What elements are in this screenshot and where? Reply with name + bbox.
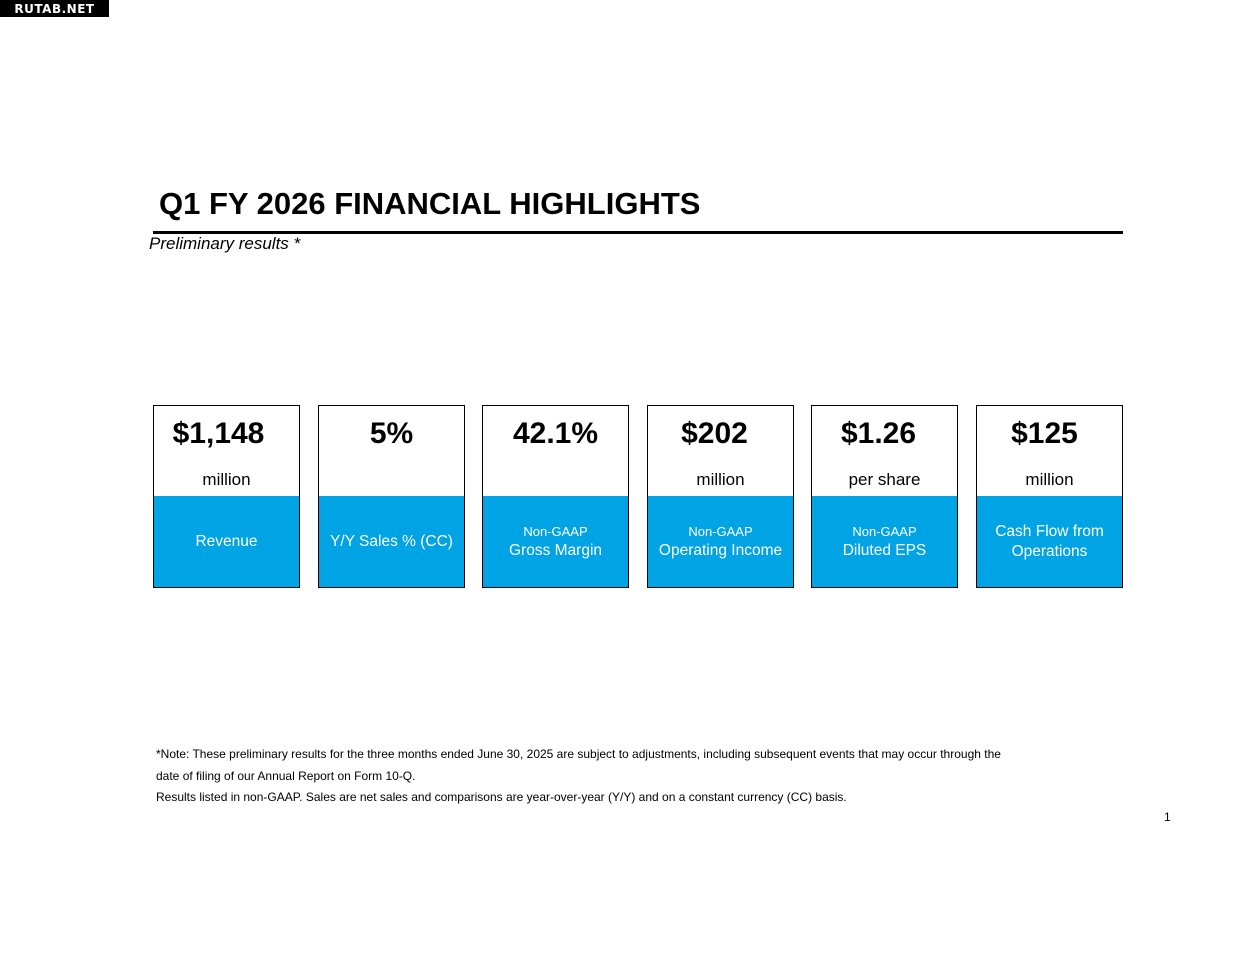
card-label: Diluted EPS	[842, 541, 927, 559]
card-label: Y/Y Sales % (CC)	[330, 532, 453, 550]
page-number: 1	[1164, 810, 1171, 824]
highlight-card-diluted-eps: $1.26 per share Non-GAAP Diluted EPS	[811, 405, 958, 588]
card-unit: million	[202, 470, 251, 489]
card-small-label: Non-GAAP	[688, 523, 753, 539]
card-value: 5%	[369, 417, 414, 450]
footnote-line: date of filing of our Annual Report on F…	[156, 768, 416, 783]
highlight-card-revenue: $1,148 million Revenue	[153, 405, 300, 588]
page-subtitle: Preliminary results *	[149, 234, 301, 253]
card-label-line-1: Cash Flow from	[995, 522, 1104, 540]
footnote-line: Results listed in non-GAAP. Sales are ne…	[156, 790, 847, 804]
highlight-card-yy-sales: 5% Y/Y Sales % (CC)	[318, 405, 465, 588]
card-label-area: Cash Flow from Operations	[977, 496, 1122, 587]
card-label: Revenue	[195, 532, 258, 550]
footnote: *Note: These preliminary results for the…	[156, 744, 1056, 809]
card-value-area: $125 million	[977, 406, 1122, 496]
card-value-area: $202 million	[648, 406, 793, 496]
card-unit: million	[1025, 470, 1074, 489]
page-title: Q1 FY 2026 FINANCIAL HIGHLIGHTS	[159, 186, 701, 221]
highlight-card-operating-income: $202 million Non-GAAP Operating Income	[647, 405, 794, 588]
card-value: 42.1%	[512, 417, 599, 450]
card-value: $1,148	[172, 417, 265, 450]
card-small-label: Non-GAAP	[852, 523, 917, 539]
card-label: Operations	[1011, 542, 1088, 560]
card-value-area: 5%	[319, 406, 464, 496]
card-unit: million	[696, 470, 745, 489]
card-small-label: Non-GAAP	[523, 523, 588, 539]
card-value-area: $1,148 million	[154, 406, 299, 496]
card-label: Operating Income	[658, 541, 783, 559]
card-label-area: Non-GAAP Operating Income	[648, 496, 793, 587]
card-value: $1.26	[840, 417, 917, 450]
card-value-area: 42.1%	[483, 406, 628, 496]
card-label-area: Revenue	[154, 496, 299, 587]
card-unit: per share	[848, 470, 921, 489]
highlight-cards: $1,148 million Revenue 5% Y/Y Sales % (C…	[153, 405, 1124, 588]
footnote-line: *Note: These preliminary results for the…	[156, 747, 1001, 761]
watermark-logo: RUTAB.NET	[0, 0, 109, 17]
card-label-area: Y/Y Sales % (CC)	[319, 496, 464, 587]
card-value: $125	[1011, 417, 1078, 450]
card-value-area: $1.26 per share	[812, 406, 957, 496]
title-divider	[153, 231, 1123, 234]
highlight-card-gross-margin: 42.1% Non-GAAP Gross Margin	[482, 405, 629, 588]
card-label-area: Non-GAAP Gross Margin	[483, 496, 628, 587]
card-value: $202	[681, 417, 748, 450]
card-label-area: Non-GAAP Diluted EPS	[812, 496, 957, 587]
highlight-card-cash-flow: $125 million Cash Flow from Operations	[976, 405, 1123, 588]
card-label: Gross Margin	[508, 541, 603, 559]
